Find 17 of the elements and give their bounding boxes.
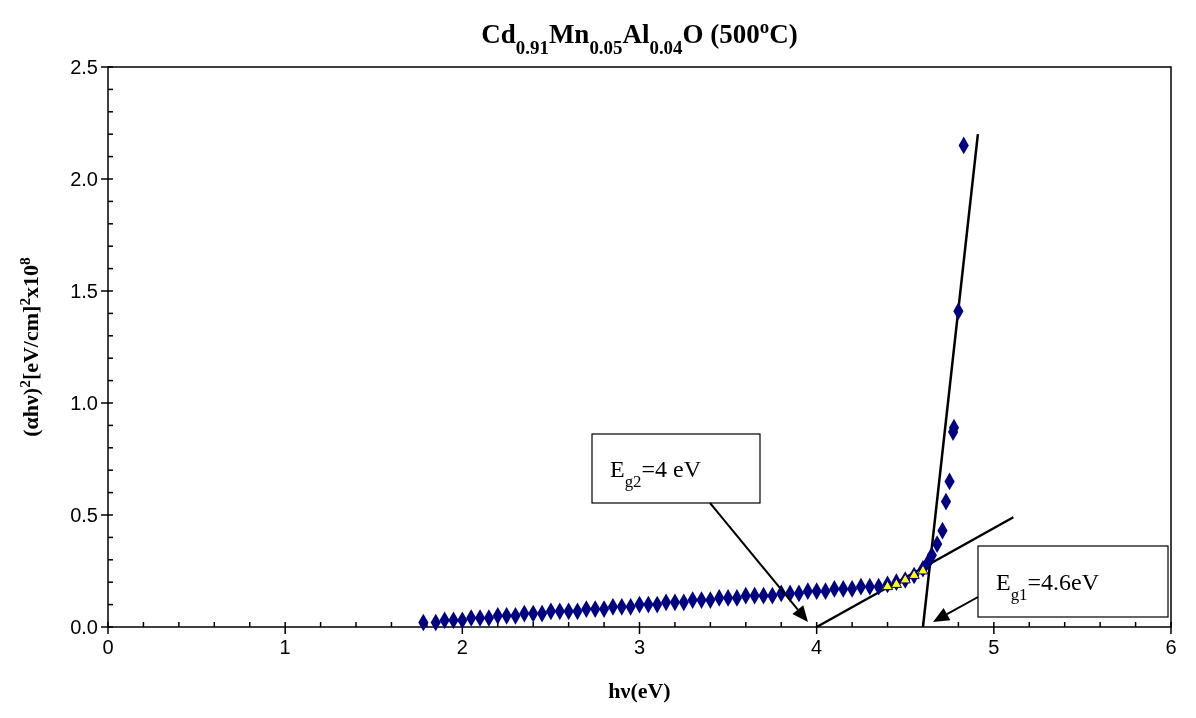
y-tick-label: 1.5 <box>70 280 98 302</box>
x-tick-label: 6 <box>1165 636 1177 658</box>
x-tick-label: 4 <box>811 636 823 658</box>
x-tick-label: 3 <box>633 636 646 658</box>
y-tick-label: 1.0 <box>70 392 98 414</box>
y-tick-label: 0.5 <box>70 504 98 526</box>
x-axis-title: hν(eV) <box>608 678 671 703</box>
y-tick-label: 2.5 <box>70 56 98 78</box>
x-tick-label: 5 <box>988 636 1000 658</box>
y-tick-label: 2.0 <box>70 168 98 190</box>
annotation: E$_{g2}$=4 eV <box>610 455 702 490</box>
x-tick-label: 0 <box>102 636 114 658</box>
y-tick-label: 0.0 <box>70 616 98 638</box>
x-tick-label: 2 <box>456 636 468 658</box>
chart-title: Cd$_{0.91}$Mn$_{0.05}$Al$_{0.04}$O (500$^{o}$C) <box>481 15 798 58</box>
annotation: E$_{g1}$=4.6eV <box>996 568 1100 603</box>
x-tick-label: 1 <box>279 636 291 658</box>
